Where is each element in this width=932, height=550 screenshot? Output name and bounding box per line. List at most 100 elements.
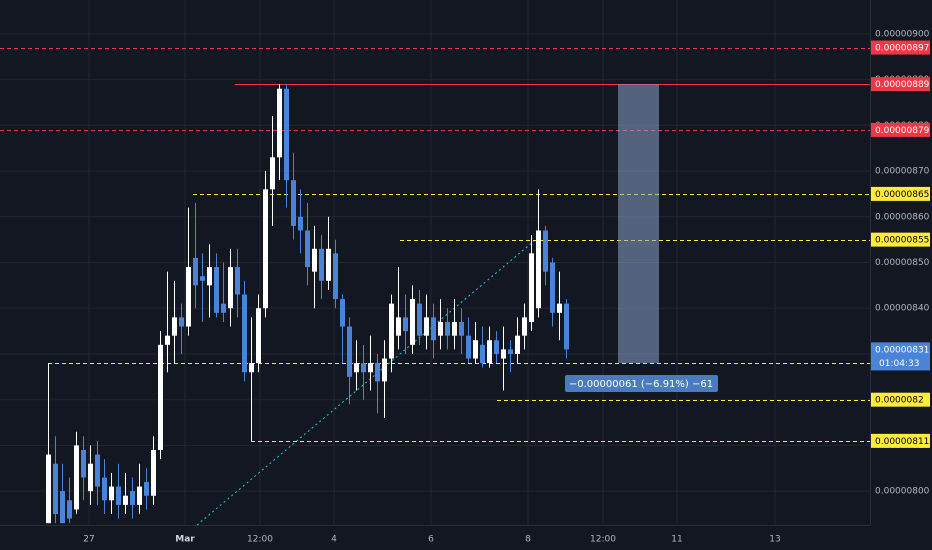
- candle-body: [221, 303, 226, 313]
- candle-body: [263, 189, 268, 309]
- candle-body: [53, 463, 58, 515]
- candle-body: [319, 248, 324, 281]
- candle-body: [81, 450, 86, 478]
- measure-box: [618, 84, 659, 364]
- candle-body: [508, 349, 513, 354]
- candle-body: [235, 267, 240, 295]
- candle-body: [151, 450, 156, 496]
- x-tick-label: Mar: [175, 535, 195, 545]
- candle-body: [361, 363, 366, 373]
- y-tick-label: 0.00000860: [875, 212, 930, 222]
- measure-label: −0.00000061 (−6.91%) −61: [565, 375, 718, 392]
- candle-body: [193, 257, 198, 286]
- measure-label-text: −0.00000061 (−6.91%) −61: [569, 379, 713, 390]
- candle-body: [256, 308, 261, 364]
- candle-body: [249, 363, 254, 373]
- candle-body: [466, 335, 471, 359]
- price-label: 0.00000865: [875, 190, 929, 200]
- candle-body: [291, 180, 296, 226]
- candle-body: [424, 317, 429, 336]
- candle-body: [480, 344, 485, 364]
- candle-body: [368, 363, 373, 373]
- price-label-bg: [871, 392, 930, 407]
- x-tick-label: 12:00: [590, 535, 616, 545]
- candle-body: [550, 262, 555, 313]
- candle-body: [326, 248, 331, 281]
- candle-body: [354, 363, 359, 373]
- candle-body: [557, 303, 562, 313]
- candle-body: [445, 321, 450, 336]
- price-label-bg: [871, 40, 930, 55]
- candle-body: [382, 358, 387, 382]
- candle-body: [522, 317, 527, 336]
- price-label-bg: [871, 232, 930, 247]
- candle-body: [242, 294, 247, 373]
- y-tick-label: 0.00000850: [875, 258, 930, 268]
- x-tick-label: 13: [769, 535, 780, 545]
- price-label: 0.00000855: [875, 236, 929, 246]
- candle-body: [214, 267, 219, 313]
- candle-body: [515, 335, 520, 354]
- candle-body: [459, 321, 464, 336]
- measure-label-bg: [565, 375, 718, 392]
- candle-body: [200, 276, 205, 281]
- candle-body: [417, 303, 422, 336]
- candle-body: [396, 317, 401, 336]
- candle-body: [123, 495, 128, 505]
- candle-body: [529, 253, 534, 322]
- candle-body: [564, 303, 569, 350]
- candle-body: [67, 500, 72, 519]
- candle-body: [431, 317, 436, 341]
- candle-body: [403, 317, 408, 332]
- candle-body: [501, 349, 506, 359]
- candle-body: [536, 230, 541, 309]
- y-tick-label: 0.00000840: [875, 304, 930, 314]
- price-label: 0.00000879: [875, 126, 930, 136]
- price-label-bg: [871, 122, 930, 137]
- x-tick-label: 27: [83, 535, 94, 545]
- price-label: 0.00000889: [875, 80, 930, 90]
- candle-body: [333, 253, 338, 300]
- candle-body: [116, 486, 121, 505]
- candle-body: [270, 157, 275, 190]
- price-label: 0.0000082: [875, 396, 924, 406]
- candle-body: [312, 248, 317, 272]
- x-tick-label: 12:00: [247, 535, 273, 545]
- price-label-bg: [871, 186, 930, 201]
- x-tick-label: 4: [331, 535, 337, 545]
- candle-body: [305, 230, 310, 268]
- candle-body: [389, 303, 394, 359]
- candle-body: [438, 321, 443, 336]
- candle-body: [88, 463, 93, 492]
- candle-body: [109, 486, 114, 501]
- candle-body: [60, 491, 65, 524]
- candle-body: [179, 317, 184, 327]
- candle-body: [144, 482, 149, 496]
- candle-body: [277, 88, 282, 158]
- candle-body: [95, 454, 100, 487]
- candle-body: [298, 216, 303, 231]
- grid-layer: [0, 0, 870, 525]
- candle-body: [452, 321, 457, 336]
- y-tick-label: 0.00000870: [875, 167, 930, 177]
- candle-body: [410, 299, 415, 345]
- price-label-bg: [871, 433, 930, 448]
- x-tick-label: 8: [525, 535, 531, 545]
- price-label-bg: [871, 77, 930, 92]
- candle-body: [46, 454, 51, 524]
- candle-body: [137, 486, 142, 505]
- candle-body: [74, 445, 79, 510]
- candle-body: [473, 340, 478, 359]
- candle-body: [228, 267, 233, 309]
- y-tick-label: 0.00000900: [875, 29, 930, 39]
- candle-body: [130, 491, 135, 505]
- candle-body: [284, 88, 289, 181]
- candle-body: [340, 299, 345, 327]
- candle-body: [494, 340, 499, 354]
- candle-body: [102, 477, 107, 501]
- candle-body: [158, 344, 163, 450]
- y-tick-label: 0.00000800: [875, 487, 930, 497]
- candle-body: [347, 326, 352, 377]
- candle-body: [172, 317, 177, 336]
